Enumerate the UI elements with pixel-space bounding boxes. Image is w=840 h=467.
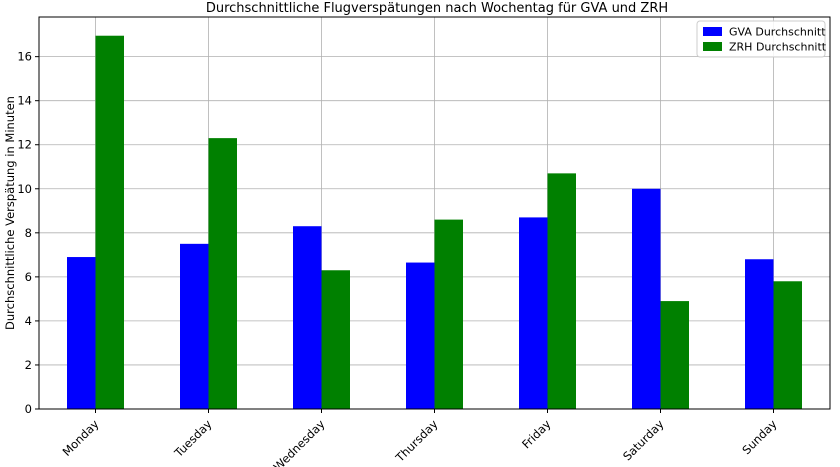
- bar-gva-tuesday: [180, 243, 209, 409]
- y-tick-label: 10: [17, 182, 32, 196]
- bar-gva-monday: [67, 257, 96, 409]
- y-axis-label: Durchschnittliche Verspätung in Minuten: [3, 96, 17, 330]
- bar-zrh-friday: [547, 173, 576, 409]
- bar-zrh-tuesday: [208, 138, 237, 409]
- x-tick-label: Saturday: [620, 417, 667, 464]
- legend-box: [696, 20, 826, 58]
- bar-zrh-saturday: [660, 301, 689, 409]
- bar-zrh-wednesday: [321, 270, 350, 409]
- legend-label: ZRH Durchschnitt: [729, 41, 827, 54]
- bar-gva-thursday: [406, 262, 435, 409]
- bars: [67, 35, 802, 409]
- y-tick-label: 0: [25, 402, 32, 416]
- legend-swatch: [703, 42, 722, 51]
- legend-label: GVA Durchschnitt: [729, 26, 826, 39]
- x-axis: Monday Tuesday Wednesday Thursday Friday Satu…: [60, 409, 780, 467]
- x-tick-label: Thursday: [392, 417, 441, 466]
- y-tick-label: 16: [17, 50, 32, 64]
- legend-swatch: [703, 27, 722, 36]
- bar-zrh-thursday: [434, 219, 463, 409]
- x-tick-label: Tuesday: [171, 417, 215, 461]
- legend: GVA Durchschnitt ZRH Durchschnitt: [696, 20, 827, 58]
- y-tick-label: 12: [17, 138, 32, 152]
- bar-gva-wednesday: [293, 226, 322, 409]
- y-tick-label: 2: [25, 358, 32, 372]
- y-axis: 0 2 4 6 8 10 12 14 16: [17, 50, 39, 416]
- chart-title: Durchschnittliche Flugverspätungen nach …: [206, 1, 668, 16]
- bar-gva-saturday: [632, 188, 661, 409]
- bar-gva-sunday: [745, 259, 774, 409]
- bar-zrh-monday: [95, 35, 124, 409]
- x-tick-label: Sunday: [739, 417, 779, 457]
- y-tick-label: 6: [25, 270, 32, 284]
- y-tick-label: 14: [17, 94, 32, 108]
- x-tick-label: Wednesday: [271, 417, 328, 467]
- x-tick-label: Friday: [519, 417, 554, 452]
- x-tick-label: Monday: [60, 417, 102, 459]
- bar-zrh-sunday: [773, 281, 802, 409]
- y-tick-label: 4: [25, 314, 32, 328]
- y-tick-label: 8: [25, 226, 32, 240]
- bar-gva-friday: [519, 217, 548, 409]
